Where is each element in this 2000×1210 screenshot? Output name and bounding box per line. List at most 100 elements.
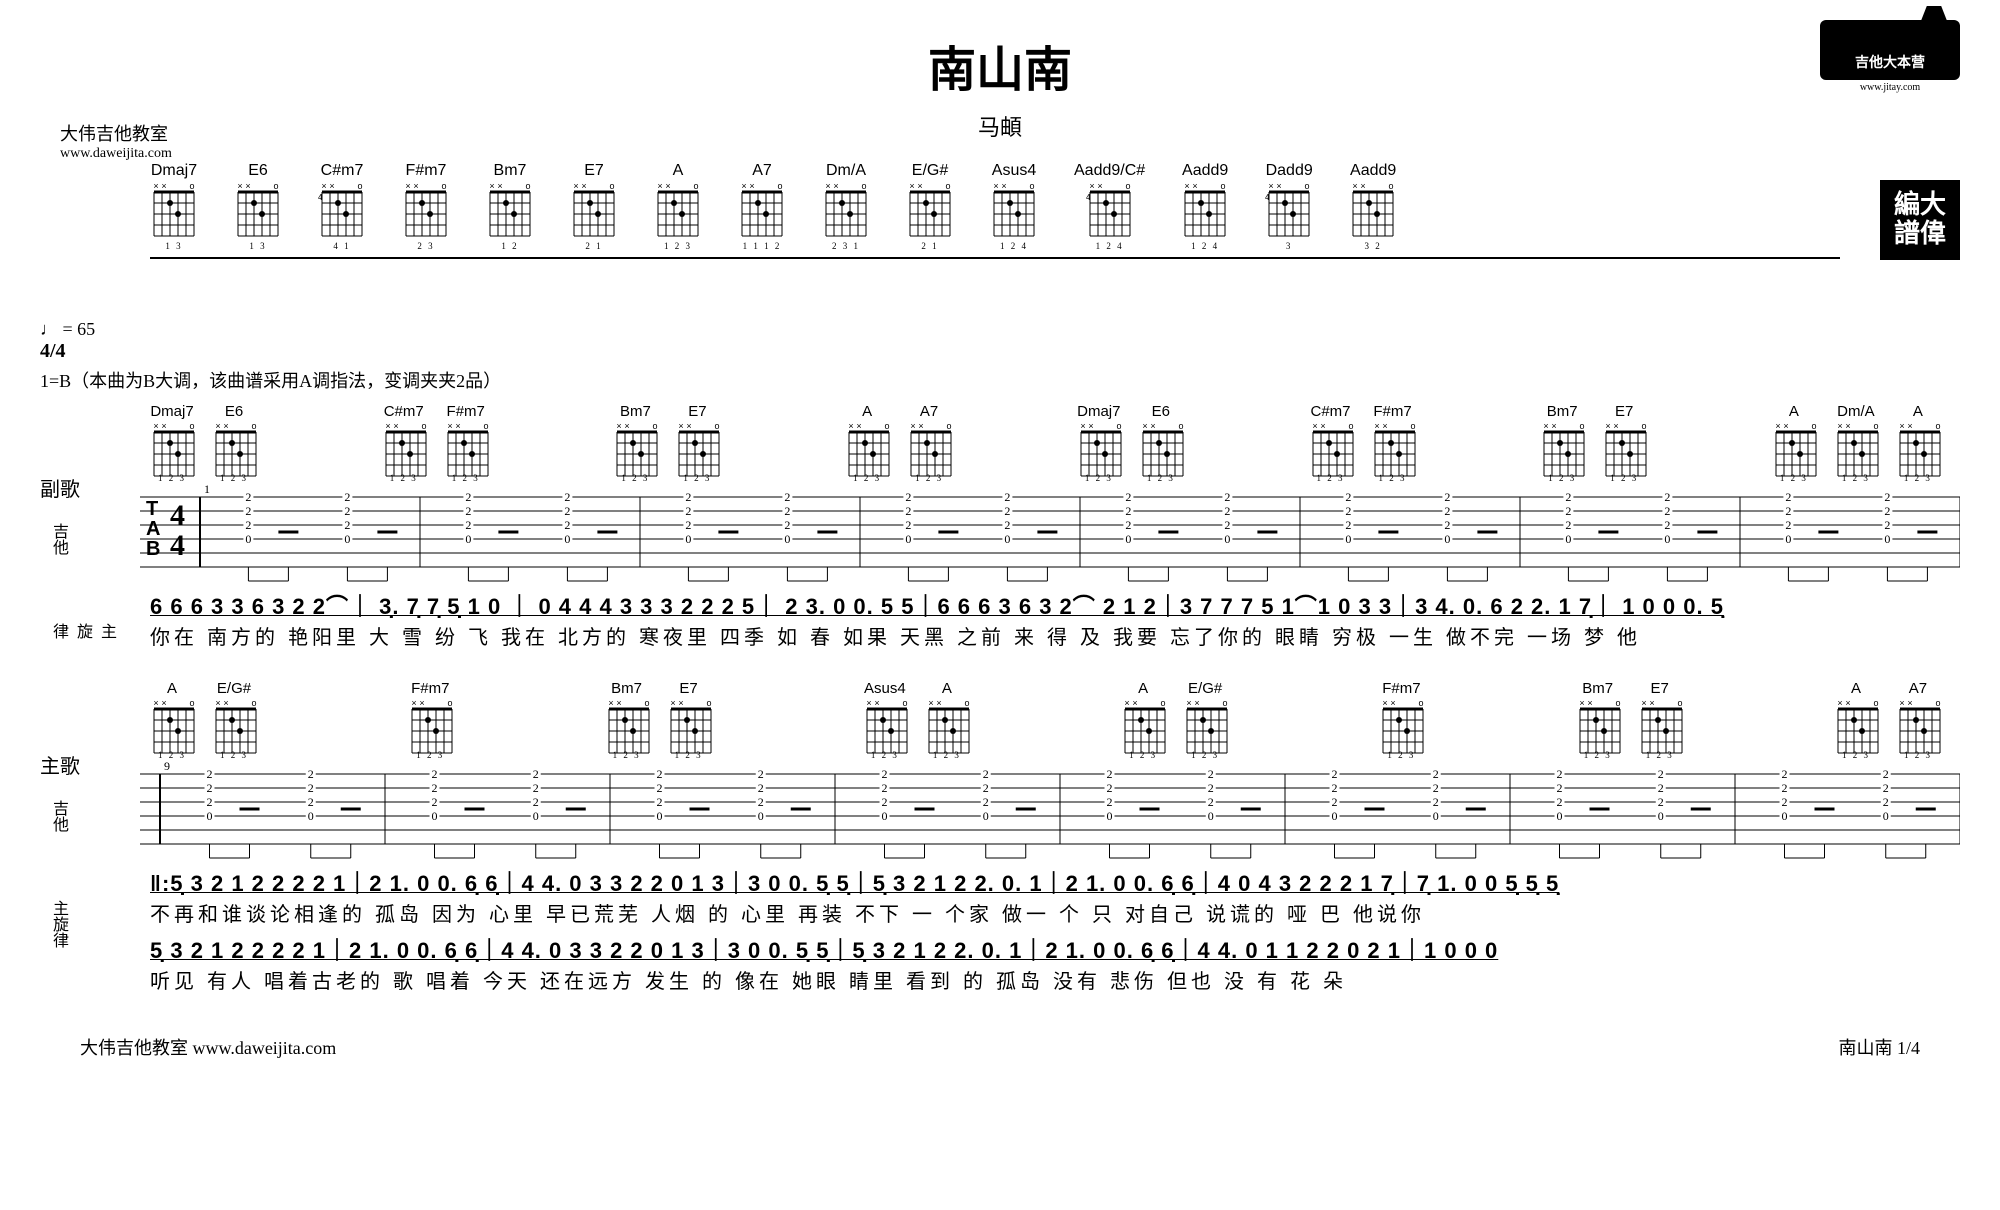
svg-text:o: o [273, 182, 278, 191]
svg-text:×: × [910, 422, 915, 431]
svg-text:2: 2 [1782, 781, 1788, 795]
svg-text:0: 0 [1883, 809, 1889, 823]
svg-text:o: o [1389, 182, 1394, 191]
svg-text:2: 2 [1782, 767, 1788, 781]
chord-line: A ××o 1 2 3 E/G# ××o 1 2 3 F#m7 ××o 1 2 … [100, 680, 1960, 760]
svg-text:×: × [215, 699, 220, 708]
svg-text:2: 2 [1565, 518, 1571, 532]
svg-text:2: 2 [1785, 518, 1791, 532]
chord-F#m7: F#m7 ××o 1 2 3 [408, 680, 452, 760]
svg-text:4: 4 [170, 529, 185, 562]
chord-A: A ××o 1 2 3 [1772, 403, 1816, 483]
svg-text:2: 2 [1658, 781, 1664, 795]
svg-text:o: o [1125, 182, 1130, 191]
number-notation: 6 6 6 3 3 6 3 2 2⌒｜ 3̣. 7̣ 7̣ 5̣ 1 0 ｜ 0… [150, 589, 1960, 621]
svg-text:2: 2 [1433, 781, 1439, 795]
svg-text:2: 2 [245, 490, 251, 504]
svg-text:×: × [420, 699, 425, 708]
svg-text:o: o [421, 422, 426, 431]
svg-text:×: × [936, 699, 941, 708]
chord-A7: A7 ××o 1 2 3 [1896, 680, 1940, 760]
chord-A7: A7××o1 1 1 2 [738, 162, 786, 251]
svg-text:0: 0 [1664, 532, 1670, 546]
svg-text:2: 2 [1224, 504, 1230, 518]
svg-text:o: o [1935, 422, 1940, 431]
svg-text:×: × [223, 699, 228, 708]
chord-E/G#: E/G# ××o 1 2 3 [1183, 680, 1227, 760]
chord-Asus4: Asus4 ××o 1 2 3 [863, 680, 907, 760]
svg-text:1: 1 [204, 483, 210, 496]
svg-text:o: o [902, 699, 907, 708]
svg-text:×: × [617, 422, 622, 431]
svg-text:A: A [146, 518, 160, 540]
svg-text:2: 2 [1004, 490, 1010, 504]
svg-text:0: 0 [1785, 532, 1791, 546]
svg-text:×: × [1579, 699, 1584, 708]
chord-E/G#: E/G# ××o 1 2 3 [212, 680, 256, 760]
svg-text:2: 2 [1557, 781, 1563, 795]
svg-text:×: × [1641, 699, 1646, 708]
svg-text:2: 2 [758, 781, 764, 795]
lyric-line-1: 听见 有人 唱着古老的 歌 唱着 今天 还在远方 发生 的 像在 她眼 睛里 看… [150, 965, 1960, 994]
svg-text:o: o [441, 182, 446, 191]
chord-E6: E6 ××o 1 2 3 [212, 403, 256, 483]
svg-text:o: o [1811, 422, 1816, 431]
svg-text:×: × [161, 699, 166, 708]
svg-text:2: 2 [905, 490, 911, 504]
tab-staff: 9222022202220222022202220222022202220222… [140, 760, 1960, 860]
svg-text:×: × [385, 422, 390, 431]
chord-C#m7: C#m7 ××o 1 2 3 [382, 403, 426, 483]
svg-text:×: × [447, 422, 452, 431]
svg-text:o: o [1677, 699, 1682, 708]
svg-text:×: × [245, 182, 250, 191]
svg-text:o: o [483, 422, 488, 431]
chord-Bm7: Bm7××o1 2 [486, 162, 534, 251]
svg-text:2: 2 [1557, 767, 1563, 781]
svg-text:o: o [1029, 182, 1034, 191]
svg-text:2: 2 [784, 518, 790, 532]
chord-Dmaj7: Dmaj7 ××o 1 2 3 [1077, 403, 1121, 483]
chord-E6: E6 ××o 1 2 3 [1139, 403, 1183, 483]
svg-text:o: o [1873, 699, 1878, 708]
chord-E6: E6××o1 3 [234, 162, 282, 251]
chord-A: A ××o 1 2 3 [1834, 680, 1878, 760]
number-notation-0: ‖:5̣ 3 2 1 2 2 2 2 1｜2 1. 0 0. 6̣ 6̣｜4 4… [150, 866, 1960, 898]
svg-text:2: 2 [1107, 781, 1113, 795]
svg-text:o: o [1615, 699, 1620, 708]
svg-text:2: 2 [1444, 504, 1450, 518]
chord-A7: A7 ××o 1 2 3 [907, 403, 951, 483]
svg-text:2: 2 [564, 504, 570, 518]
svg-text:2: 2 [308, 795, 314, 809]
svg-text:×: × [909, 182, 914, 191]
svg-text:×: × [657, 182, 662, 191]
svg-text:×: × [1383, 699, 1388, 708]
school: 大伟吉他教室 [60, 120, 172, 146]
chord-E7: E7 ××o 1 2 3 [1602, 403, 1646, 483]
svg-text:2: 2 [432, 795, 438, 809]
svg-text:×: × [1186, 699, 1191, 708]
svg-text:×: × [405, 182, 410, 191]
svg-text:×: × [825, 182, 830, 191]
svg-text:2: 2 [1345, 504, 1351, 518]
logo-text: 吉他大本营 [1820, 52, 1960, 72]
svg-text:×: × [833, 182, 838, 191]
svg-text:o: o [1873, 422, 1878, 431]
svg-text:2: 2 [882, 781, 888, 795]
tempo: ♩ = 65 4/4 [40, 319, 1960, 363]
svg-text:4: 4 [1265, 193, 1270, 202]
svg-text:×: × [1907, 699, 1912, 708]
svg-text:2: 2 [344, 504, 350, 518]
svg-text:2: 2 [207, 767, 213, 781]
svg-text:×: × [1194, 699, 1199, 708]
svg-text:×: × [1277, 182, 1282, 191]
chord-A: A ××o 1 2 3 [1121, 680, 1165, 760]
svg-text:×: × [1097, 182, 1102, 191]
svg-text:2: 2 [1565, 504, 1571, 518]
svg-text:2: 2 [685, 518, 691, 532]
svg-text:×: × [608, 699, 613, 708]
svg-text:2: 2 [685, 504, 691, 518]
svg-text:o: o [1348, 422, 1353, 431]
svg-text:2: 2 [1332, 767, 1338, 781]
chord-F#m7: F#m7××o2 3 [402, 162, 450, 251]
svg-text:o: o [861, 182, 866, 191]
